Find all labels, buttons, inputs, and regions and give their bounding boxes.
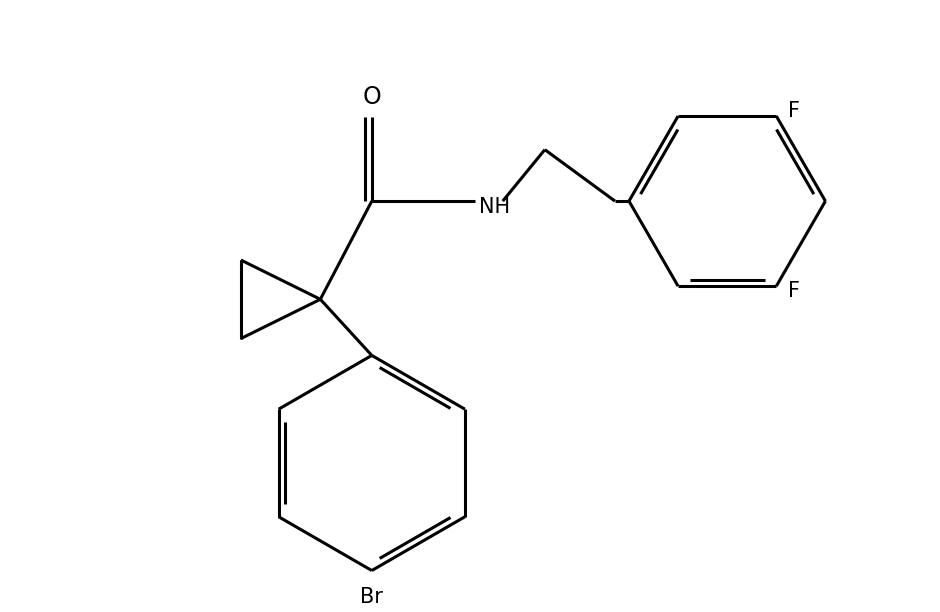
Text: F: F — [788, 281, 800, 301]
Text: NH: NH — [479, 196, 510, 217]
Text: O: O — [363, 86, 381, 110]
Text: Br: Br — [360, 588, 384, 607]
Text: F: F — [788, 102, 800, 121]
